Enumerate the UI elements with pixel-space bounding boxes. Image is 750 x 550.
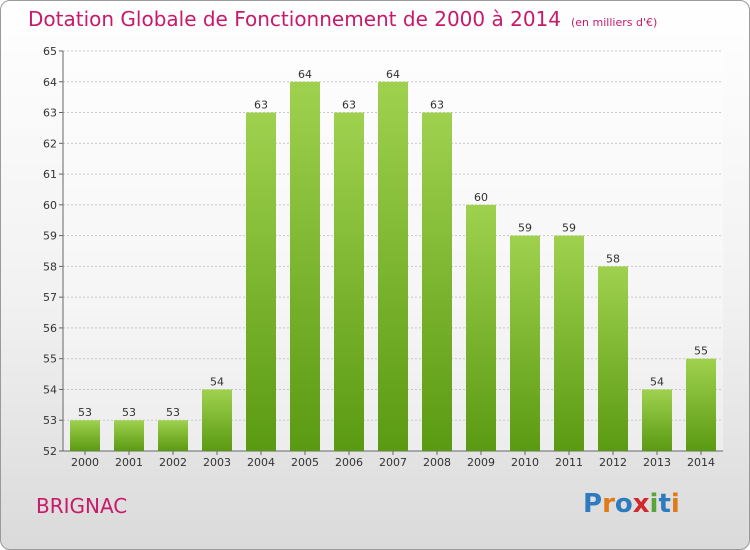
bar-value-label: 60 [474,191,488,204]
x-tick-label: 2012 [599,456,627,469]
bar [422,112,452,452]
y-tick-label: 52 [43,445,57,458]
bar-value-label: 53 [78,406,92,419]
y-tick-label: 58 [43,260,57,273]
bar [686,358,716,451]
bar-value-label: 59 [562,222,576,235]
bar-value-label: 63 [342,99,356,112]
bar [114,420,144,451]
y-tick-label: 56 [43,322,57,335]
bar [334,112,364,452]
x-tick-label: 2001 [115,456,143,469]
x-tick-label: 2009 [467,456,495,469]
x-tick-label: 2010 [511,456,539,469]
chart-title: Dotation Globale de Fonctionnement de 20… [28,7,657,31]
logo-letter: r [602,489,615,519]
y-tick-label: 60 [43,199,57,212]
logo-letter: t [658,489,671,519]
proxiti-logo: Proxiti [583,489,680,519]
bar-value-label: 58 [606,252,620,265]
bar-value-label: 53 [122,406,136,419]
x-tick-label: 2005 [291,456,319,469]
chart-title-text: Dotation Globale de Fonctionnement de 20… [28,7,561,31]
x-tick-label: 2004 [247,456,275,469]
bar [598,266,628,451]
x-tick-label: 2003 [203,456,231,469]
y-tick-label: 63 [43,107,57,120]
x-tick-label: 2014 [687,456,715,469]
x-tick-label: 2008 [423,456,451,469]
bar [554,235,584,451]
y-tick-label: 61 [43,168,57,181]
bar-value-label: 64 [386,68,400,81]
logo-letter: i [670,489,680,519]
y-tick-label: 57 [43,291,57,304]
y-tick-label: 62 [43,137,57,150]
chart-subtitle: (en milliers d'€) [571,16,658,29]
bar [466,204,496,451]
x-tick-label: 2007 [379,456,407,469]
bar-value-label: 63 [254,99,268,112]
bar [202,389,232,451]
logo-letter: i [649,489,659,519]
bar-value-label: 53 [166,406,180,419]
y-tick-label: 65 [43,45,57,58]
bar [642,389,672,451]
y-tick-label: 64 [43,76,57,89]
y-tick-label: 55 [43,353,57,366]
bar-value-label: 54 [650,375,664,388]
y-tick-label: 53 [43,414,57,427]
logo-letter: x [632,489,650,519]
x-tick-label: 2013 [643,456,671,469]
bar [70,420,100,451]
commune-name: BRIGNAC [36,494,128,518]
x-tick-label: 2000 [71,456,99,469]
bar [378,81,408,452]
y-tick-label: 59 [43,230,57,243]
logo-letter: P [583,489,603,519]
bar [290,81,320,452]
y-tick-label: 54 [43,383,57,396]
bar [246,112,276,452]
x-tick-label: 2006 [335,456,363,469]
logo-letter: o [614,489,633,519]
bar-value-label: 55 [694,345,708,358]
x-tick-label: 2002 [159,456,187,469]
bar-value-label: 64 [298,68,312,81]
x-tick-label: 2011 [555,456,583,469]
bar-value-label: 59 [518,222,532,235]
bar [158,420,188,451]
bar-value-label: 54 [210,375,224,388]
bar [510,235,540,451]
bar-value-label: 63 [430,99,444,112]
